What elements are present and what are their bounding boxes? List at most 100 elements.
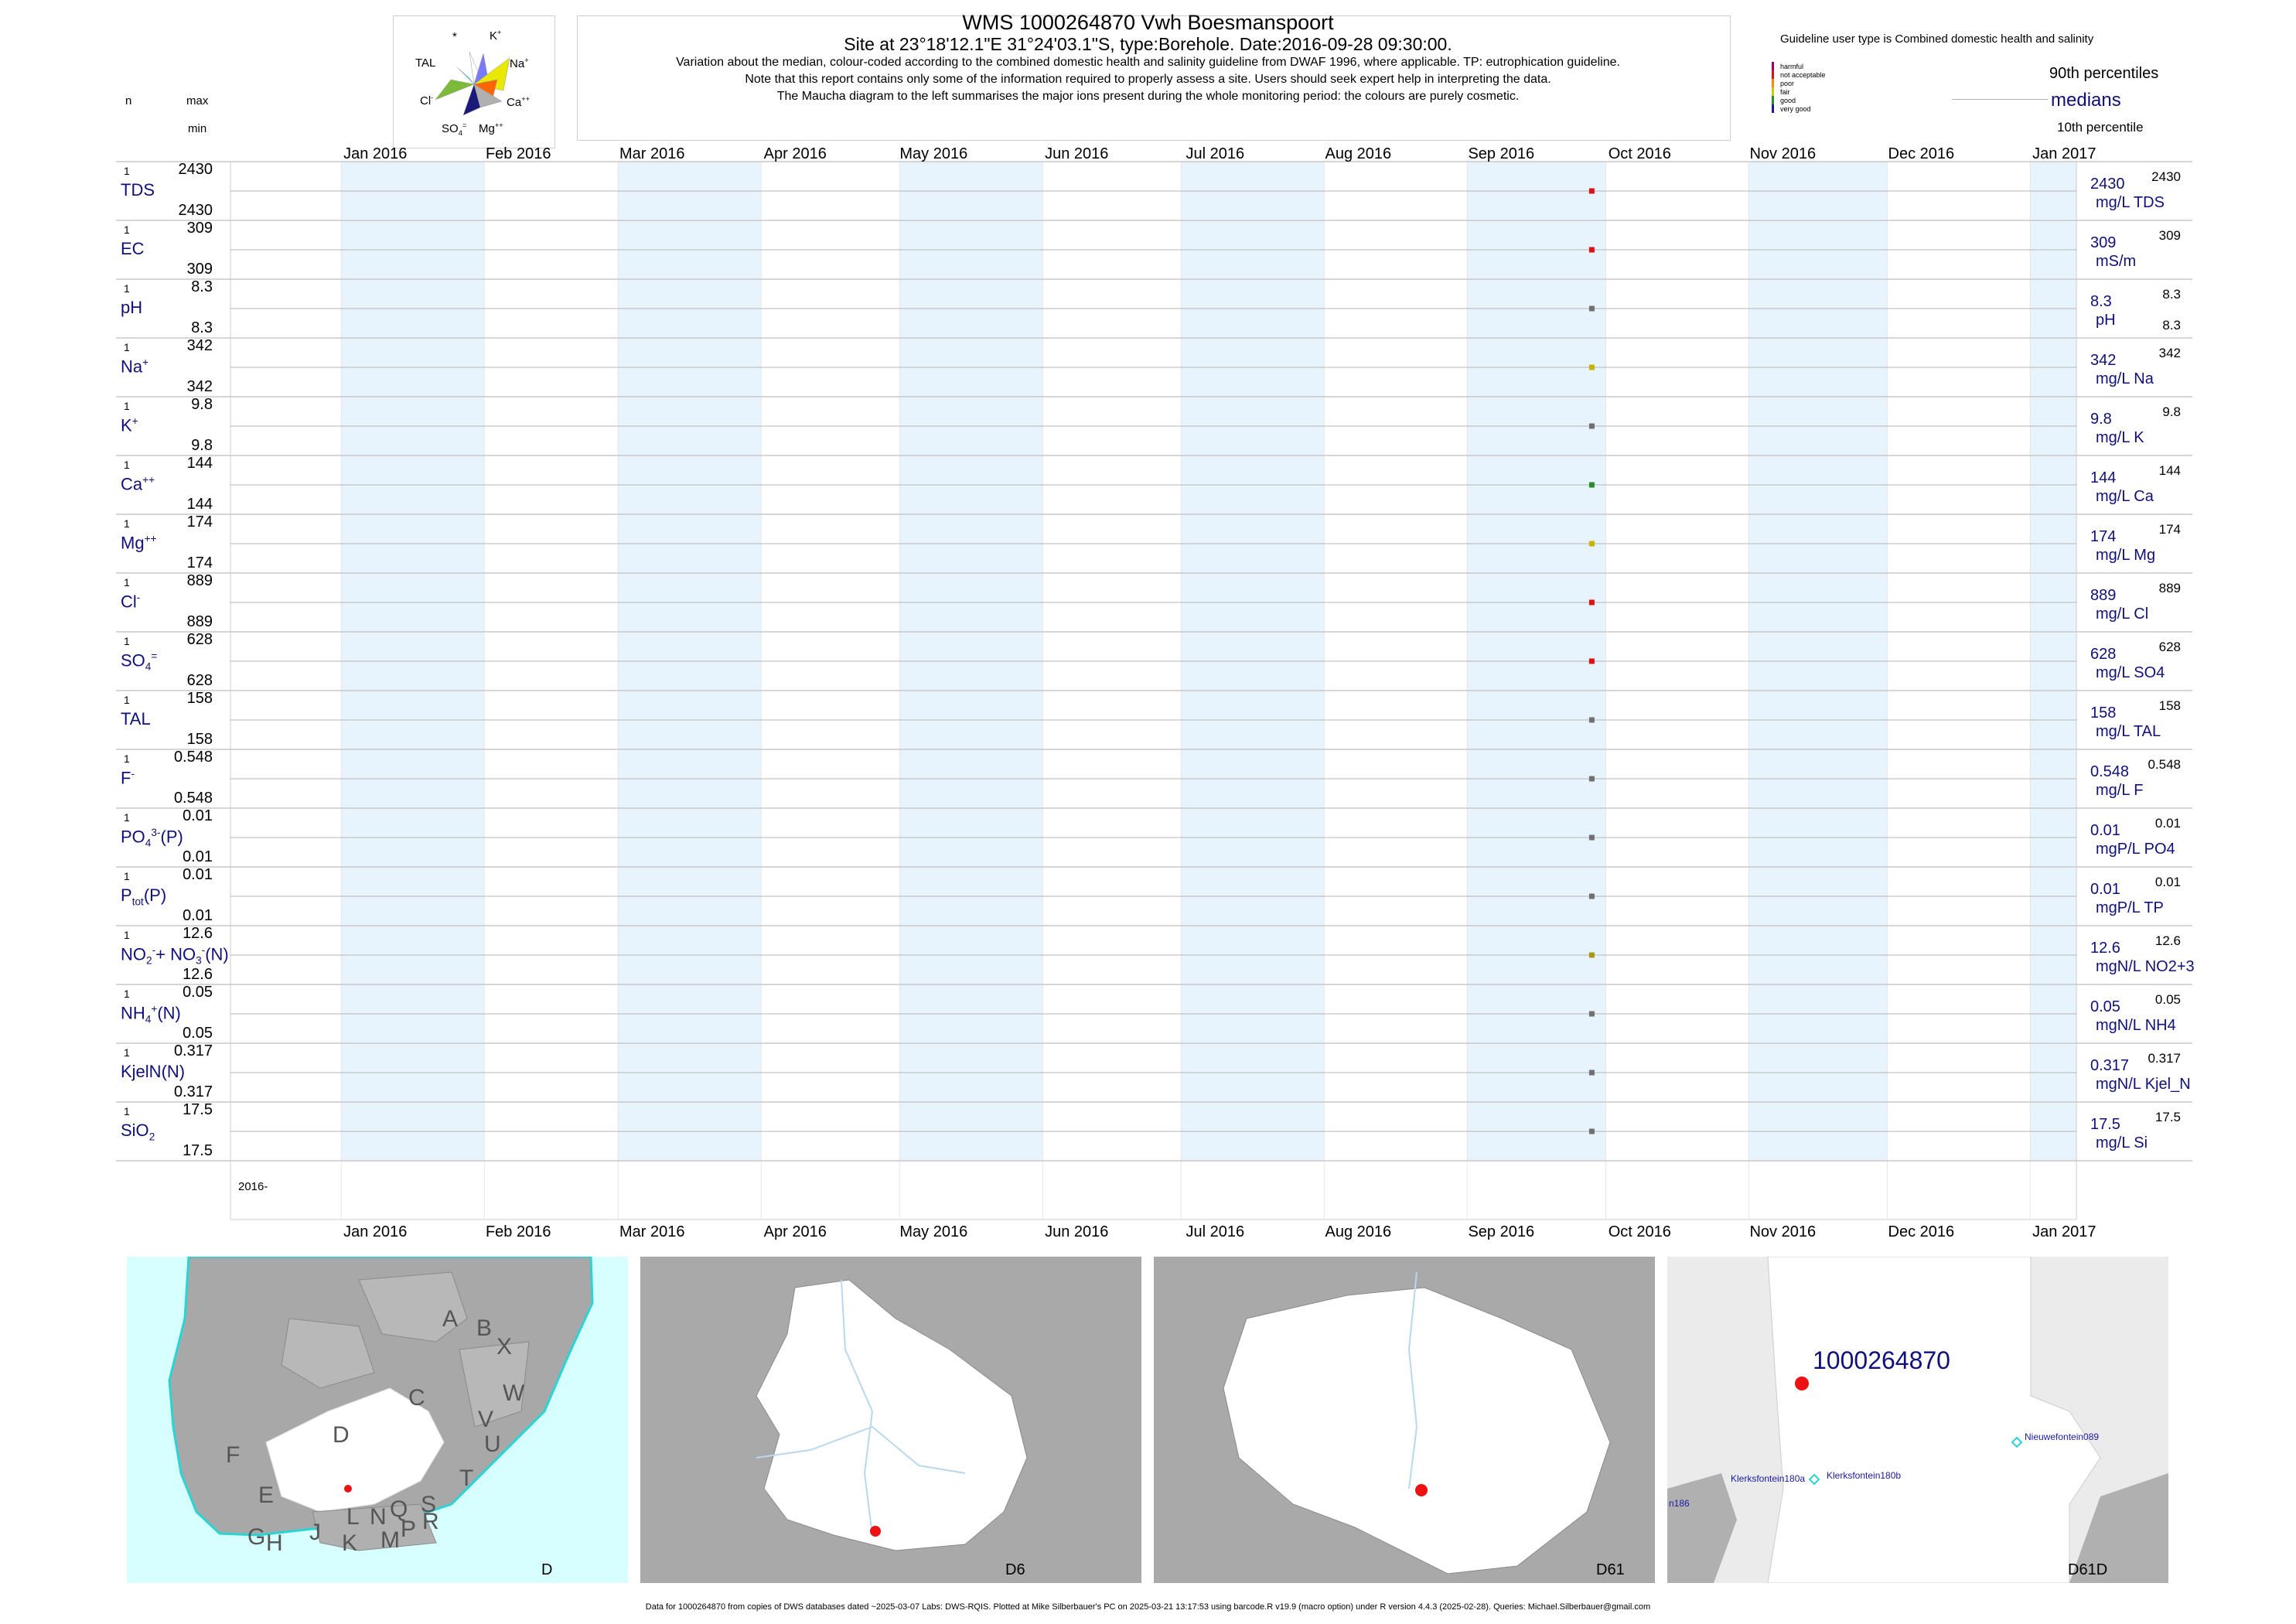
- unit-label: mg/L Si: [2096, 1134, 2148, 1151]
- guideline-color-bar: [1772, 62, 1774, 70]
- region-w: W: [503, 1380, 525, 1406]
- variable-name: EC: [121, 239, 145, 258]
- p90-value: 0.01: [2154, 875, 2181, 889]
- month-tick-label: Jun 2016: [1045, 145, 1109, 162]
- sample-count: 1: [124, 870, 130, 882]
- month-tick-label: Jul 2016: [1186, 145, 1245, 162]
- variable-name: SiO2: [121, 1121, 155, 1143]
- unit-label: mgN/L NH4: [2096, 1017, 2176, 1034]
- max-value: 342: [186, 337, 213, 354]
- month-tick-label: Jan 2017: [2032, 1223, 2096, 1240]
- variable-name: K+: [121, 415, 138, 435]
- max-value: 17.5: [183, 1101, 213, 1118]
- note-maucha: The Maucha diagram to the left summarise…: [776, 90, 1520, 103]
- year-label: 2016-: [238, 1180, 268, 1193]
- unit-label: mgP/L PO4: [2096, 841, 2175, 858]
- month-tick-label: Sep 2016: [1468, 1223, 1535, 1240]
- guideline-level-label: very good: [1780, 105, 1811, 113]
- nearby-site-nieuwefontein: Nieuwefontein089: [2025, 1431, 2100, 1442]
- median-value: 174: [2090, 528, 2117, 545]
- sample-point: [1588, 834, 1595, 841]
- month-tick-label: May 2016: [899, 1223, 968, 1240]
- min-value: 889: [186, 613, 213, 630]
- variable-name: Na+: [121, 357, 149, 377]
- month-tick-label: Dec 2016: [1888, 145, 1955, 162]
- p90-value: 342: [2158, 346, 2181, 360]
- sample-point: [1588, 305, 1595, 312]
- region-r: R: [422, 1509, 439, 1534]
- maucha-label-na: Na+: [510, 56, 529, 70]
- unit-label: mg/L F: [2096, 782, 2144, 799]
- sample-point: [1588, 188, 1595, 194]
- min-value: 9.8: [191, 437, 213, 454]
- max-value: 0.05: [183, 984, 213, 1001]
- region-g: G: [247, 1524, 266, 1550]
- nearby-site-klerksfontein-a: Klerksfontein180a: [1731, 1473, 1806, 1484]
- max-value: 0.317: [173, 1042, 213, 1059]
- p90-value: 12.6: [2154, 933, 2181, 948]
- sample-count: 1: [124, 223, 130, 236]
- guideline-level-label: poor: [1780, 80, 1795, 87]
- unit-label: pH: [2096, 312, 2116, 329]
- month-tick-label: Mar 2016: [619, 1223, 685, 1240]
- maucha-graphic: [435, 51, 510, 116]
- region-v: V: [478, 1407, 494, 1432]
- unit-label: mgP/L TP: [2096, 899, 2164, 916]
- max-value: 9.8: [191, 396, 213, 413]
- month-tick-label: Jul 2016: [1186, 1223, 1245, 1240]
- max-value: 158: [186, 690, 213, 707]
- nearby-site-n186: n186: [1669, 1498, 1690, 1509]
- sample-count: 1: [124, 165, 130, 177]
- sample-count: 1: [124, 400, 130, 412]
- sample-count: 1: [124, 576, 130, 589]
- sample-count: 1: [124, 988, 130, 1000]
- region-s: S: [421, 1492, 437, 1517]
- median-value: 628: [2090, 646, 2117, 663]
- unit-label: mS/m: [2096, 253, 2137, 270]
- variable-name: pH: [121, 298, 143, 317]
- region-e: E: [258, 1482, 275, 1508]
- barcode-chart: [116, 161, 2192, 1220]
- min-value: 12.6: [183, 966, 213, 983]
- nearby-site-klerksfontein-b: Klerksfontein180b: [1827, 1470, 1902, 1481]
- region-n: N: [370, 1504, 387, 1530]
- sample-count: 1: [124, 341, 130, 353]
- maucha-label-ca: Ca++: [507, 95, 531, 109]
- min-value: 0.01: [183, 848, 213, 865]
- map-south-africa: [168, 1257, 594, 1551]
- maucha-label-mg: Mg++: [479, 121, 503, 135]
- month-tick-label: Oct 2016: [1608, 1223, 1671, 1240]
- sample-count: 1: [124, 517, 130, 530]
- median-value: 0.317: [2090, 1057, 2130, 1074]
- month-tick-label: Sep 2016: [1468, 145, 1535, 162]
- sample-count: 1: [124, 459, 130, 471]
- sample-point: [1588, 1128, 1595, 1134]
- region-j: J: [309, 1520, 321, 1545]
- sample-point: [1588, 658, 1595, 664]
- variable-name: NH4+(N): [121, 1003, 181, 1025]
- sample-point: [1588, 364, 1595, 370]
- median-value: 0.01: [2090, 822, 2120, 839]
- month-tick-label: Apr 2016: [763, 145, 827, 162]
- month-tick-label: Feb 2016: [485, 1223, 551, 1240]
- median-legend-line: [1952, 99, 2048, 100]
- region-q: Q: [390, 1496, 408, 1522]
- max-value: 309: [186, 220, 213, 237]
- max-value: 8.3: [191, 278, 213, 295]
- min-value: 158: [186, 731, 213, 748]
- sample-count: 1: [124, 694, 130, 706]
- region-k: K: [342, 1530, 358, 1556]
- sample-point: [1588, 599, 1595, 606]
- median-value: 309: [2090, 234, 2117, 251]
- region-u: U: [484, 1431, 501, 1457]
- report-title: WMS 1000264870 Vwh Boesmanspoort: [962, 11, 1334, 34]
- unit-label: mg/L TAL: [2096, 723, 2161, 740]
- p90-value: 0.05: [2154, 992, 2181, 1007]
- month-tick-label: Nov 2016: [1749, 1223, 1817, 1240]
- sample-point: [1588, 541, 1595, 547]
- maucha-label-cl: Cl-: [420, 94, 434, 107]
- p90-value: 158: [2158, 698, 2181, 713]
- sample-count: 1: [124, 811, 130, 824]
- guideline-color-bar: [1772, 104, 1774, 113]
- maucha-diagram: * K+ TAL Na+ Cl- Ca++ SO4= Mg++: [393, 15, 555, 148]
